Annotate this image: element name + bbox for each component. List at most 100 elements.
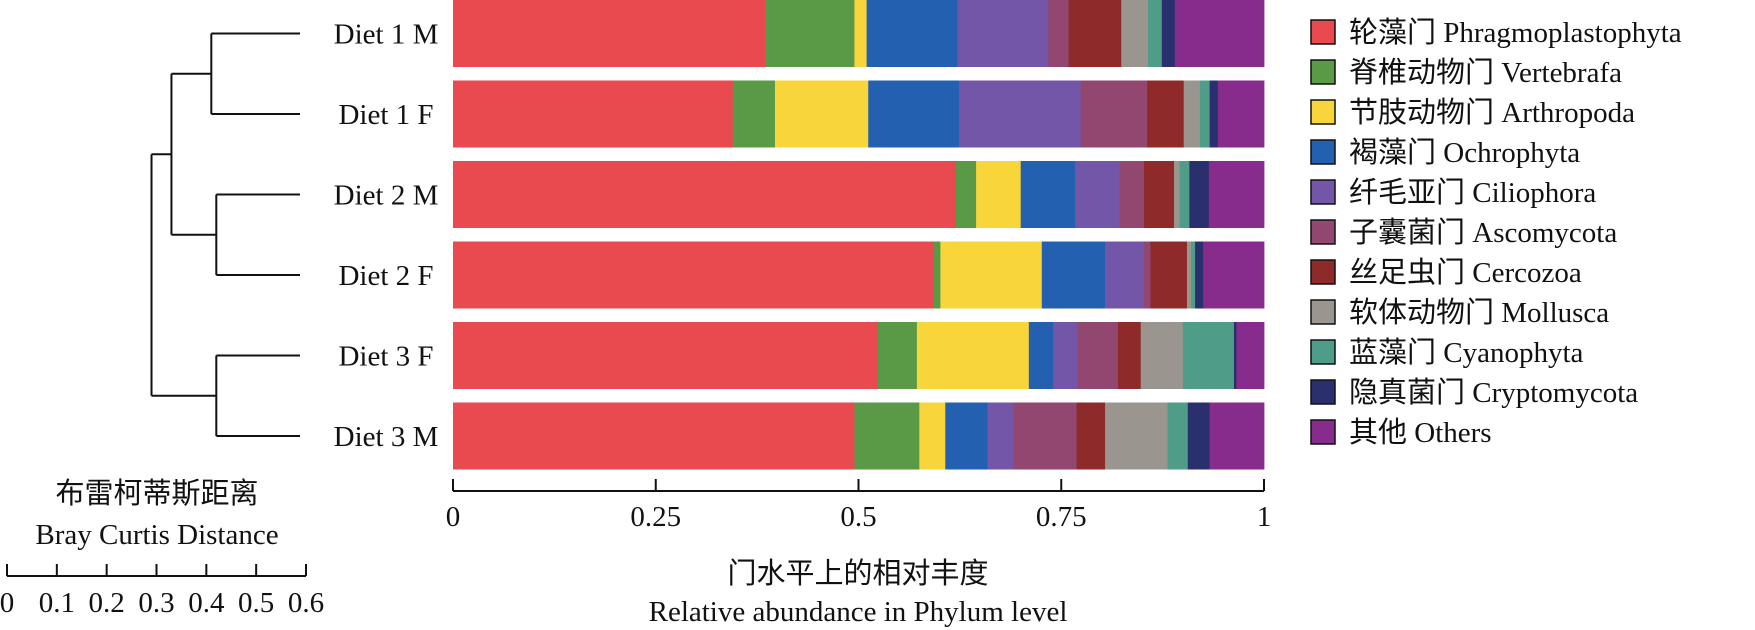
dendrogram-tick-label-0: 0 [0,587,14,619]
row-label-diet-2-f: Diet 2 F [338,260,433,292]
bar-segment-diet-2-m-arthropoda [976,161,1022,228]
x-tick-label-2: 0.5 [840,501,876,533]
stacked-bars [453,0,1265,470]
bar-segment-diet-3-m-vertebrafa [854,402,920,470]
bar-segment-diet-2-m-others [1208,161,1265,228]
legend-swatch-6 [1310,259,1336,285]
bar-segment-diet-2-f-mollusca [1186,241,1192,309]
bar-segment-diet-2-m-cryptomycota [1189,161,1210,228]
bar-segment-diet-2-m-cercozoa [1143,161,1175,228]
bar-segment-diet-3-m-cercozoa [1076,402,1106,470]
bar-segment-diet-1-m-arthropoda [854,0,868,67]
row-label-diet-3-f: Diet 3 F [338,341,433,373]
legend-label-5: 子囊菌门 Ascomycota [1349,216,1617,249]
legend-label-2: 节肢动物门 Arthropoda [1349,96,1635,129]
bar-segment-diet-2-f-ascomycota [1143,241,1151,309]
dendrogram-label-cn: 布雷柯蒂斯距离 [55,477,258,510]
bar-segment-diet-3-m-phragmoplastophyta [453,402,855,470]
bar-segment-diet-3-f-cercozoa [1118,322,1142,389]
legend-swatch-2 [1310,99,1336,125]
bar-segment-diet-1-m-cercozoa [1068,0,1122,67]
legend-label-7: 软体动物门 Mollusca [1349,296,1609,329]
bar-segment-diet-2-m-phragmoplastophyta [453,161,957,228]
row-label-diet-1-f: Diet 1 F [338,99,433,131]
bar-segment-diet-3-m-mollusca [1105,402,1168,470]
bar-segment-diet-1-m-ascomycota [1048,0,1069,67]
bar-segment-diet-3-m-ascomycota [1013,402,1078,470]
bar-segment-diet-1-f-ciliophora [959,80,1082,148]
dendrogram-tick-label-1: 0.1 [39,587,75,619]
bar-segment-diet-2-f-phragmoplastophyta [453,241,935,309]
bar-segment-diet-2-f-cercozoa [1150,241,1188,309]
legend-swatch-1 [1310,59,1336,85]
dendrogram-tick-label-3: 0.3 [138,587,174,619]
bar-segment-diet-1-m-ochrophyta [866,0,958,67]
bar-segment-diet-2-f-arthropoda [940,241,1043,309]
x-tick-label-0: 0 [446,501,461,533]
bar-segment-diet-2-m-cyanophyta [1179,161,1190,228]
bar-segment-diet-1-m-phragmoplastophyta [453,0,766,67]
legend-label-0: 轮藻门 Phragmoplastophyta [1349,16,1682,49]
bar-segment-diet-1-m-others [1174,0,1265,67]
bar-segment-diet-2-f-ochrophyta [1041,241,1106,309]
x-tick-label-3: 0.75 [1036,501,1087,533]
bar-segment-diet-3-f-ochrophyta [1028,322,1054,389]
legend-label-8: 蓝藻门 Cyanophyta [1349,336,1584,369]
bar-segment-diet-1-f-phragmoplastophyta [453,80,734,148]
bar-segment-diet-3-m-ciliophora [987,402,1014,470]
bar-segment-diet-3-f-ascomycota [1077,322,1119,389]
legend-label-4: 纤毛亚门 Ciliophora [1349,176,1596,209]
legend-swatch-0 [1310,19,1336,45]
dendrogram-tick-label-4: 0.4 [188,587,225,619]
x-axis: 0 0.25 0.5 0.75 1 [446,479,1272,533]
bar-segment-diet-2-f-vertebrafa [933,241,941,309]
bar-segment-diet-3-m-others [1209,402,1265,470]
x-tick-label-4: 1 [1257,501,1272,533]
bar-segment-diet-1-f-mollusca [1183,80,1201,148]
bar-segment-diet-1-f-ascomycota [1080,80,1148,148]
legend-swatch-8 [1310,339,1336,365]
dendrogram-label-en: Bray Curtis Distance [35,519,278,551]
dendrogram-tick-label-6: 0.6 [288,587,324,619]
legend-swatch-9 [1310,379,1336,405]
bar-segment-diet-3-f-cyanophyta [1182,322,1235,389]
bar-segment-diet-1-f-cyanophyta [1199,80,1211,148]
bar-segment-diet-2-m-vertebrafa [955,161,977,228]
bar-segment-diet-2-f-ciliophora [1105,241,1145,309]
bar-segment-diet-3-f-vertebrafa [877,322,918,389]
row-label-diet-1-m: Diet 1 M [334,19,439,51]
dendrogram: 0 0.1 0.2 0.3 0.4 0.5 0.6 [0,32,324,619]
bar-segment-diet-1-m-vertebrafa [765,0,855,67]
legend-label-3: 褐藻门 Ochrophyta [1349,136,1580,169]
bar-segment-diet-1-f-vertebrafa [732,80,776,148]
row-label-diet-3-m: Diet 3 M [334,421,439,453]
bar-segment-diet-1-m-cyanophyta [1148,0,1163,67]
bar-segment-diet-2-f-cryptomycota [1195,241,1204,309]
bar-segment-diet-2-m-ascomycota [1119,161,1145,228]
legend-swatch-3 [1310,139,1336,165]
bar-segment-diet-3-f-cryptomycota [1233,322,1237,389]
bar-segment-diet-1-m-mollusca [1121,0,1149,67]
bar-segment-diet-1-f-others [1217,80,1265,148]
bar-segment-diet-2-f-cyanophyta [1191,241,1196,309]
bar-segment-diet-3-m-arthropoda [919,402,946,470]
bar-segment-diet-3-f-phragmoplastophyta [453,322,879,389]
legend-swatch-5 [1310,219,1336,245]
legend-swatch-4 [1310,179,1336,205]
legend-label-10: 其他 Others [1349,416,1492,449]
legend: 轮藻门 Phragmoplastophyta 脊椎动物门 Vertebrafa 节肢… [1310,16,1682,449]
bar-segment-diet-2-m-ochrophyta [1020,161,1076,228]
bar-segment-diet-3-m-ochrophyta [945,402,988,470]
legend-swatch-10 [1310,419,1336,445]
bar-segment-diet-3-f-ciliophora [1053,322,1078,389]
bar-segment-diet-3-m-cyanophyta [1167,402,1189,470]
bar-segment-diet-3-m-cryptomycota [1187,402,1211,470]
x-axis-label-en: Relative abundance in Phylum level [649,596,1068,628]
x-tick-label-1: 0.25 [630,501,681,533]
row-label-diet-2-m: Diet 2 M [334,180,439,212]
bar-segment-diet-1-f-cryptomycota [1209,80,1219,148]
bar-segment-diet-3-f-arthropoda [916,322,1030,389]
dendrogram-tick-label-5: 0.5 [238,587,274,619]
bar-segment-diet-3-f-others [1236,322,1265,389]
